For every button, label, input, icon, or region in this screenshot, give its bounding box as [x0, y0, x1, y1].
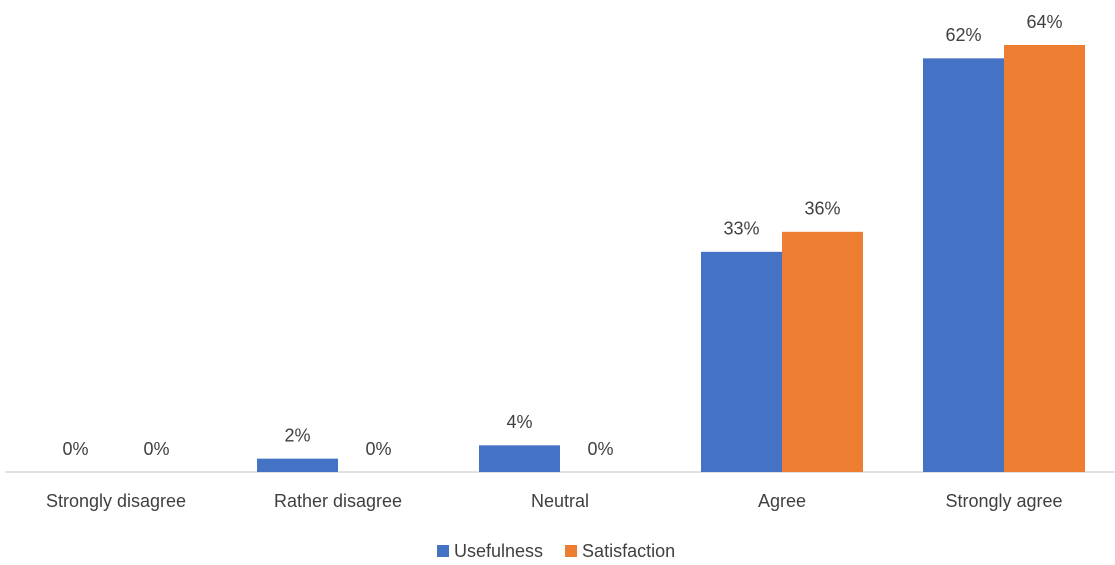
legend-label: Usefulness: [454, 541, 543, 561]
x-tick-label: Neutral: [531, 491, 589, 511]
bar: [782, 231, 863, 472]
bar: [479, 445, 560, 472]
data-label: 64%: [1026, 12, 1062, 32]
legend-swatch: [437, 545, 449, 557]
x-tick-label: Strongly agree: [945, 491, 1062, 511]
data-label: 4%: [506, 412, 532, 432]
bar: [1004, 45, 1085, 472]
x-tick-label: Strongly disagree: [46, 491, 186, 511]
data-label: 0%: [143, 439, 169, 459]
legend-label: Satisfaction: [582, 541, 675, 561]
x-tick-label: Rather disagree: [274, 491, 402, 511]
x-tick-label: Agree: [758, 491, 806, 511]
data-label: 36%: [804, 199, 840, 219]
legend-swatch: [565, 545, 578, 557]
bar: [257, 458, 338, 472]
data-label: 2%: [284, 425, 310, 445]
bar: [701, 251, 782, 472]
data-label: 33%: [723, 219, 759, 239]
bar: [923, 58, 1004, 472]
data-label: 0%: [62, 439, 88, 459]
data-label: 0%: [365, 439, 391, 459]
data-label: 0%: [587, 439, 613, 459]
data-label: 62%: [945, 25, 981, 45]
